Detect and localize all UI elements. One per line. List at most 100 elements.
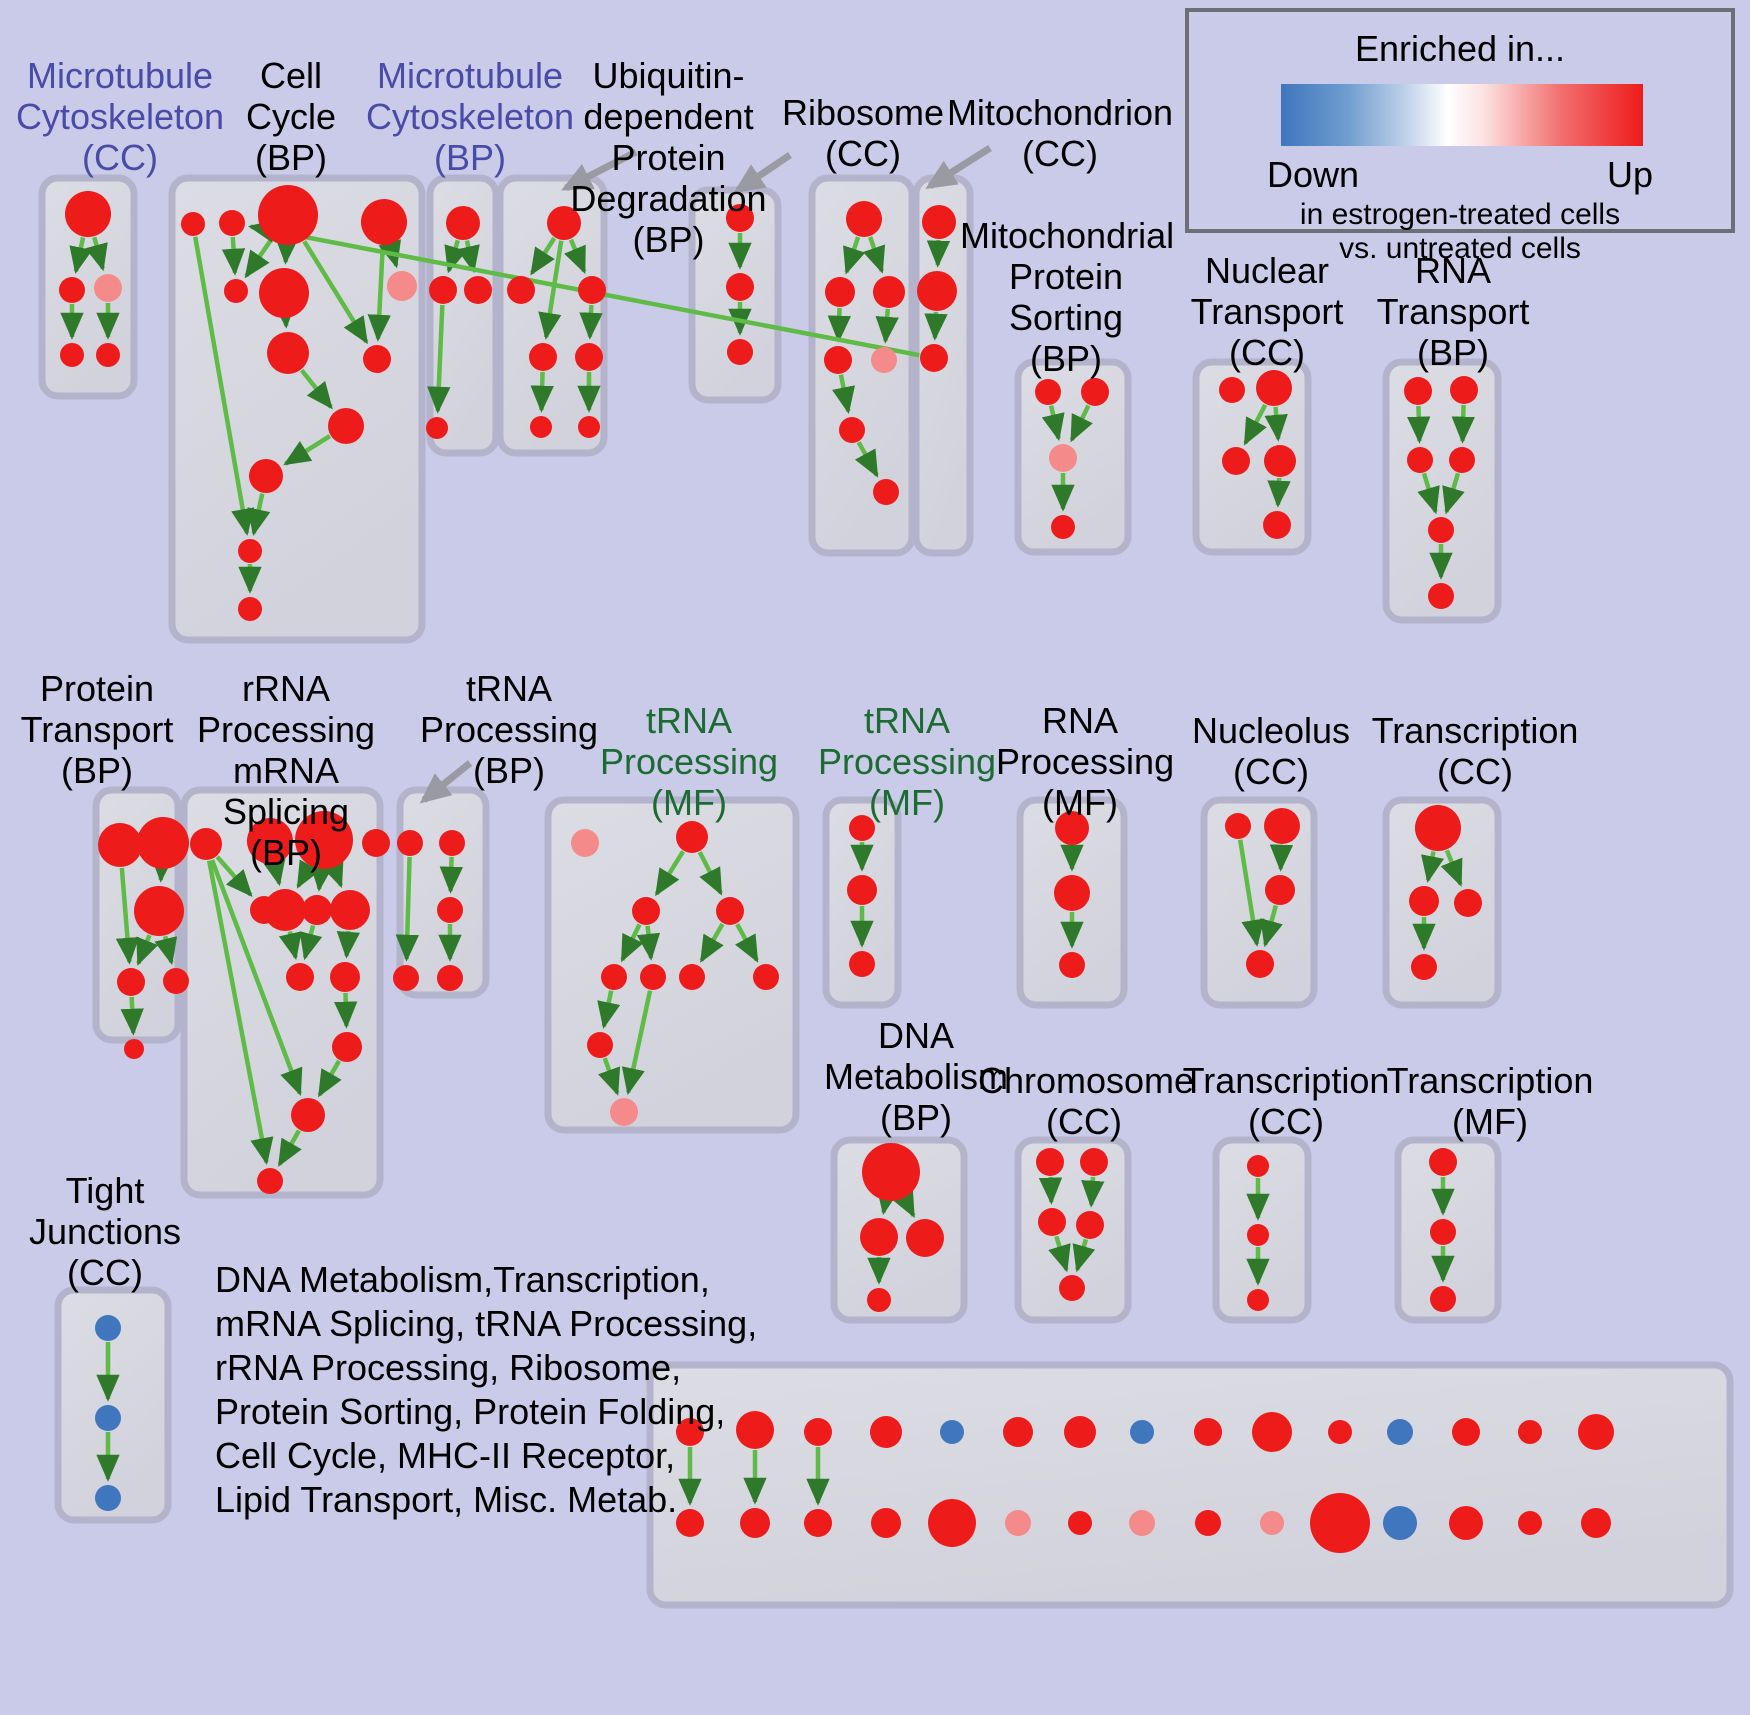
- graph-node[interactable]: [571, 829, 599, 857]
- graph-node[interactable]: [1452, 1418, 1480, 1446]
- graph-node[interactable]: [397, 830, 423, 856]
- graph-node[interactable]: [601, 964, 627, 990]
- graph-node[interactable]: [134, 886, 184, 936]
- graph-node[interactable]: [860, 1218, 898, 1256]
- graph-node[interactable]: [439, 830, 465, 856]
- graph-node[interactable]: [804, 1418, 832, 1446]
- graph-node[interactable]: [1080, 1148, 1108, 1176]
- graph-node[interactable]: [1055, 811, 1089, 845]
- graph-node[interactable]: [676, 1418, 704, 1446]
- graph-node[interactable]: [249, 459, 283, 493]
- graph-node[interactable]: [1263, 511, 1291, 539]
- graph-node[interactable]: [1328, 1420, 1352, 1444]
- graph-node[interactable]: [1450, 376, 1478, 404]
- graph-node[interactable]: [98, 823, 142, 867]
- graph-node[interactable]: [464, 276, 492, 304]
- graph-node[interactable]: [1219, 377, 1245, 403]
- graph-node[interactable]: [95, 1315, 121, 1341]
- graph-node[interactable]: [1428, 583, 1454, 609]
- graph-node[interactable]: [330, 962, 360, 992]
- graph-node[interactable]: [224, 279, 248, 303]
- graph-node[interactable]: [1068, 1511, 1092, 1535]
- graph-node[interactable]: [1264, 808, 1300, 844]
- graph-node[interactable]: [1005, 1510, 1031, 1536]
- graph-node[interactable]: [302, 895, 332, 925]
- graph-node[interactable]: [1428, 517, 1454, 543]
- graph-node[interactable]: [873, 479, 899, 505]
- graph-node[interactable]: [95, 1405, 121, 1431]
- graph-node[interactable]: [190, 828, 222, 860]
- graph-node[interactable]: [839, 417, 865, 443]
- graph-node[interactable]: [1430, 1219, 1456, 1245]
- graph-node[interactable]: [163, 968, 189, 994]
- graph-node[interactable]: [426, 417, 448, 439]
- graph-node[interactable]: [1252, 1412, 1292, 1452]
- graph-node[interactable]: [871, 1508, 901, 1538]
- graph-node[interactable]: [547, 206, 581, 240]
- graph-node[interactable]: [825, 277, 855, 307]
- graph-node[interactable]: [740, 1508, 770, 1538]
- graph-node[interactable]: [1518, 1511, 1542, 1535]
- graph-node[interactable]: [824, 346, 852, 374]
- graph-node[interactable]: [1383, 1506, 1417, 1540]
- graph-node[interactable]: [267, 332, 309, 374]
- graph-node[interactable]: [295, 811, 353, 869]
- graph-node[interactable]: [1454, 889, 1482, 917]
- graph-node[interactable]: [332, 1032, 362, 1062]
- graph-node[interactable]: [437, 897, 463, 923]
- graph-node[interactable]: [1064, 1416, 1096, 1448]
- graph-node[interactable]: [726, 273, 754, 301]
- graph-node[interactable]: [1246, 950, 1274, 978]
- graph-node[interactable]: [726, 204, 754, 232]
- graph-node[interactable]: [1130, 1420, 1154, 1444]
- graph-node[interactable]: [94, 274, 122, 302]
- graph-node[interactable]: [247, 818, 293, 864]
- graph-node[interactable]: [610, 1098, 638, 1126]
- graph-node[interactable]: [928, 1499, 976, 1547]
- graph-node[interactable]: [1225, 813, 1251, 839]
- graph-node[interactable]: [1036, 1148, 1064, 1176]
- graph-node[interactable]: [238, 597, 262, 621]
- graph-node[interactable]: [529, 343, 557, 371]
- graph-node[interactable]: [328, 408, 364, 444]
- graph-node[interactable]: [361, 199, 407, 245]
- graph-node[interactable]: [849, 951, 875, 977]
- graph-node[interactable]: [1059, 952, 1085, 978]
- graph-node[interactable]: [429, 276, 457, 304]
- graph-node[interactable]: [1051, 515, 1075, 539]
- graph-node[interactable]: [736, 1411, 774, 1449]
- graph-node[interactable]: [917, 271, 957, 311]
- graph-node[interactable]: [219, 210, 245, 236]
- graph-node[interactable]: [1081, 378, 1109, 406]
- graph-node[interactable]: [1059, 1275, 1085, 1301]
- graph-node[interactable]: [1038, 1208, 1066, 1236]
- graph-node[interactable]: [530, 416, 552, 438]
- graph-node[interactable]: [264, 889, 306, 931]
- graph-node[interactable]: [1054, 875, 1090, 911]
- graph-node[interactable]: [940, 1420, 964, 1444]
- graph-node[interactable]: [238, 539, 262, 563]
- graph-node[interactable]: [716, 897, 744, 925]
- graph-node[interactable]: [873, 276, 905, 308]
- graph-node[interactable]: [727, 339, 753, 365]
- graph-node[interactable]: [446, 206, 480, 240]
- graph-node[interactable]: [1222, 447, 1250, 475]
- graph-node[interactable]: [640, 964, 666, 990]
- graph-node[interactable]: [871, 347, 897, 373]
- graph-node[interactable]: [1409, 886, 1439, 916]
- graph-node[interactable]: [1449, 447, 1475, 473]
- graph-node[interactable]: [578, 276, 606, 304]
- graph-node[interactable]: [846, 201, 882, 237]
- graph-node[interactable]: [1049, 444, 1077, 472]
- graph-node[interactable]: [1247, 1224, 1269, 1246]
- graph-node[interactable]: [124, 1039, 144, 1059]
- graph-node[interactable]: [1265, 875, 1295, 905]
- graph-node[interactable]: [362, 829, 390, 857]
- graph-node[interactable]: [1003, 1417, 1033, 1447]
- graph-node[interactable]: [1195, 1510, 1221, 1536]
- graph-node[interactable]: [1581, 1508, 1611, 1538]
- graph-node[interactable]: [437, 965, 463, 991]
- graph-node[interactable]: [1415, 805, 1461, 851]
- graph-node[interactable]: [1076, 1211, 1104, 1239]
- graph-node[interactable]: [920, 344, 948, 372]
